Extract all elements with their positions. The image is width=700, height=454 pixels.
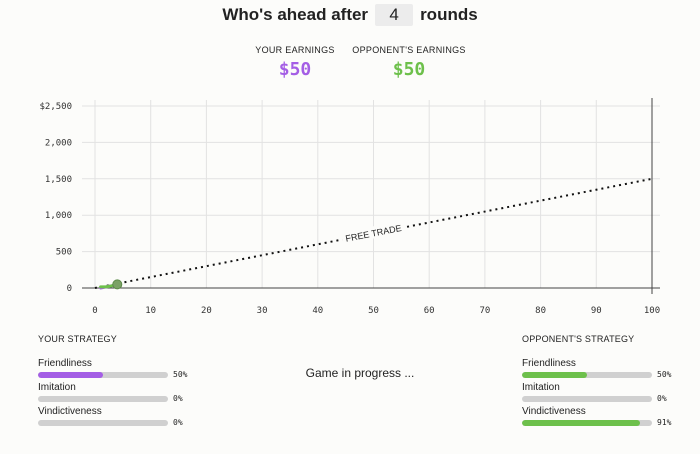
your-strategy-heading: YOUR STRATEGY xyxy=(38,334,117,344)
x-tick-label: 0 xyxy=(92,306,97,316)
y-tick-label: 1,000 xyxy=(45,211,72,221)
trait-slider[interactable] xyxy=(38,396,168,402)
trait-label: Friendliness xyxy=(38,358,92,369)
x-tick-label: 20 xyxy=(201,306,212,316)
trait-slider[interactable] xyxy=(522,420,652,426)
your-earnings-label: YOUR EARNINGS xyxy=(255,45,335,55)
x-tick-label: 90 xyxy=(591,306,602,316)
trait-slider[interactable] xyxy=(522,396,652,402)
trait-label: Imitation xyxy=(38,382,76,393)
trait-percent: 91% xyxy=(657,418,672,427)
trait-slider-fill xyxy=(522,420,641,426)
title-suffix: rounds xyxy=(420,5,478,24)
opponent-earnings-value: $50 xyxy=(392,59,426,80)
trait-label: Imitation xyxy=(522,382,560,393)
trait-slider-fill xyxy=(38,372,103,378)
y-tick-label: 0 xyxy=(67,284,72,294)
page-title: Who's ahead after 4 rounds xyxy=(0,4,700,26)
trait-slider[interactable] xyxy=(522,372,652,378)
game-status: Game in progress ... xyxy=(305,366,415,380)
current-round-point xyxy=(112,279,123,290)
trait-vindictiveness: Vindictiveness 0% xyxy=(38,406,208,430)
trait-imitation: Imitation 0% xyxy=(522,382,692,406)
opponent-earnings: OPPONENT'S EARNINGS $50 xyxy=(348,45,470,80)
trait-label: Vindictiveness xyxy=(522,406,586,417)
free-trade-label-bg xyxy=(340,220,406,245)
trait-label: Vindictiveness xyxy=(38,406,102,417)
x-tick-label: 50 xyxy=(368,306,379,316)
trait-imitation: Imitation 0% xyxy=(38,382,208,406)
trait-percent: 0% xyxy=(173,394,183,403)
title-prefix: Who's ahead after xyxy=(222,5,369,24)
trait-friendliness: Friendliness 50% xyxy=(38,358,208,382)
x-tick-label: 80 xyxy=(535,306,546,316)
opponent-strategy-heading: OPPONENT'S STRATEGY xyxy=(522,334,635,344)
y-tick-label: $2,500 xyxy=(39,102,72,112)
y-tick-label: 1,500 xyxy=(45,175,72,185)
rounds-count: 4 xyxy=(375,4,414,26)
earnings-chart: 0 10 20 30 40 50 60 70 80 90 100 0 500 1,000 1,500 2,00… xyxy=(39,98,660,316)
your-earnings: YOUR EARNINGS $50 xyxy=(247,45,343,80)
your-earnings-value: $50 xyxy=(278,59,312,80)
x-tick-label: 10 xyxy=(145,306,156,316)
x-tick-label: 100 xyxy=(644,306,660,316)
trait-slider[interactable] xyxy=(38,420,168,426)
trait-percent: 50% xyxy=(173,370,188,379)
trait-percent: 0% xyxy=(657,394,667,403)
your-strategy-panel: YOUR STRATEGY Friendliness 50% Imitation 0%… xyxy=(38,334,208,430)
x-tick-label: 40 xyxy=(312,306,323,316)
opponent-strategy-panel: OPPONENT'S STRATEGY Friendliness 50% Imita… xyxy=(522,334,692,430)
y-tick-label: 500 xyxy=(56,248,72,258)
trait-vindictiveness: Vindictiveness 91% xyxy=(522,406,692,430)
trait-slider[interactable] xyxy=(38,372,168,378)
trait-percent: 0% xyxy=(173,418,183,427)
trait-percent: 50% xyxy=(657,370,672,379)
x-tick-label: 70 xyxy=(479,306,490,316)
x-tick-label: 60 xyxy=(424,306,435,316)
trait-friendliness: Friendliness 50% xyxy=(522,358,692,382)
y-tick-label: 2,000 xyxy=(45,138,72,148)
opponent-earnings-label: OPPONENT'S EARNINGS xyxy=(352,45,466,55)
x-tick-label: 30 xyxy=(257,306,268,316)
trait-label: Friendliness xyxy=(522,358,576,369)
trait-slider-fill xyxy=(522,372,587,378)
